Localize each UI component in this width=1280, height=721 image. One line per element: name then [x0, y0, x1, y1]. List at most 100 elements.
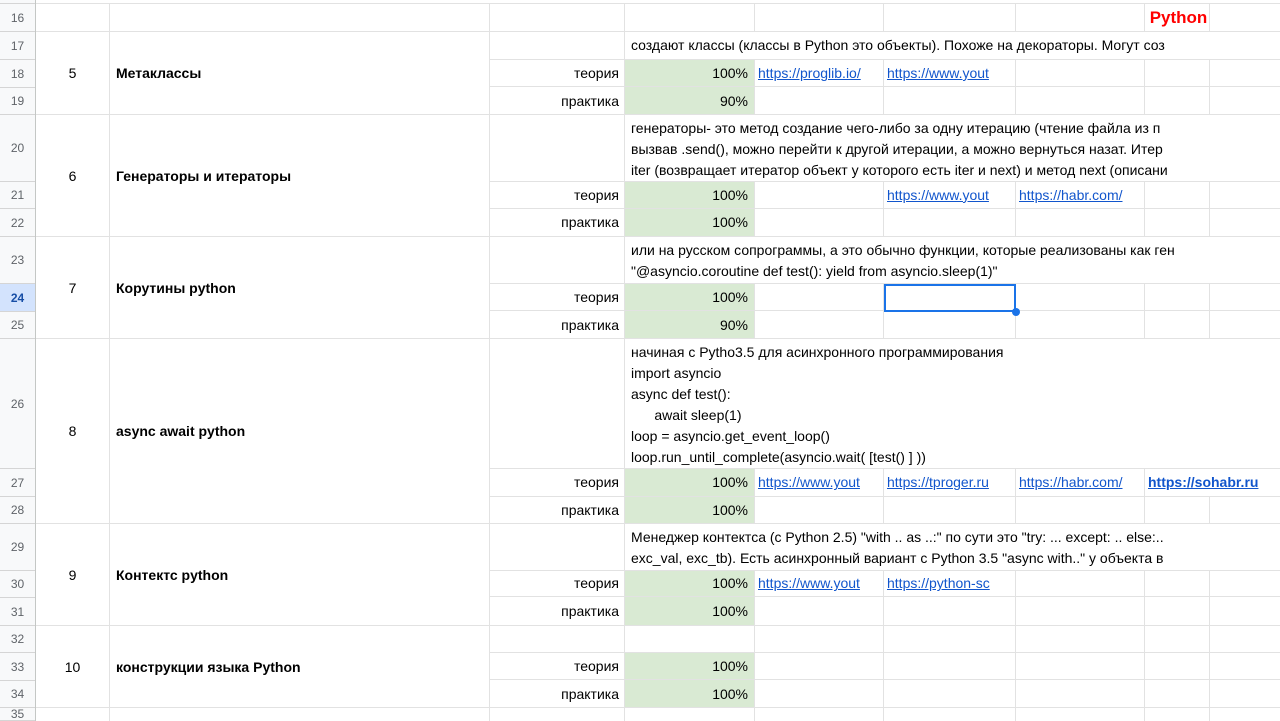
cell-empty[interactable] — [884, 311, 1016, 338]
cell-empty[interactable] — [1145, 652, 1210, 680]
cell-topic-number[interactable]: 8 — [36, 339, 110, 523]
link[interactable]: https://www.yout — [887, 186, 989, 203]
cell-empty[interactable] — [1145, 182, 1210, 208]
row-header[interactable]: 18 — [0, 60, 35, 88]
cell-empty[interactable] — [755, 680, 884, 707]
cell-empty[interactable] — [884, 708, 1016, 721]
cell-empty[interactable] — [1016, 708, 1145, 721]
cell-topic-name[interactable]: Метаклассы — [110, 32, 490, 114]
cell-empty[interactable] — [755, 597, 884, 625]
cell-empty[interactable] — [755, 208, 884, 236]
cell-empty[interactable] — [755, 87, 884, 114]
link[interactable]: https://www.yout — [887, 65, 989, 81]
cell-description[interactable]: Менеджер контектса (с Python 2.5) "with … — [625, 524, 1280, 570]
cell-empty[interactable] — [625, 626, 755, 652]
row-header[interactable]: 22 — [0, 209, 35, 237]
cell-empty[interactable] — [1145, 570, 1210, 597]
link[interactable]: https://www.yout — [758, 474, 860, 491]
cell-description[interactable]: генераторы- это метод создание чего-либо… — [625, 115, 1280, 181]
cell-empty[interactable] — [1210, 497, 1280, 524]
cell-empty[interactable] — [1016, 59, 1145, 87]
cell-empty[interactable] — [1210, 60, 1280, 87]
cell-percent[interactable]: 100% — [625, 652, 755, 680]
cell-empty[interactable] — [1210, 571, 1280, 597]
cell-empty[interactable] — [490, 524, 625, 570]
cell-percent[interactable]: 100% — [625, 208, 755, 236]
cell-percent[interactable]: 100% — [625, 59, 755, 87]
row-header[interactable]: 23 — [0, 237, 35, 284]
cell-link[interactable]: https://tproger.ru — [884, 469, 1016, 496]
cell-empty[interactable] — [755, 182, 884, 208]
cell-empty[interactable] — [1210, 597, 1280, 625]
cell-stage-label[interactable]: теория — [490, 182, 625, 208]
cell-empty[interactable] — [755, 708, 884, 721]
row-header[interactable]: 33 — [0, 653, 35, 681]
cell-topic-number[interactable]: 9 — [36, 524, 110, 625]
cell-empty[interactable] — [1210, 626, 1280, 652]
row-header[interactable]: 31 — [0, 598, 35, 626]
row-header[interactable]: 25 — [0, 312, 35, 339]
link[interactable]: https://proglib.io/ — [758, 65, 861, 81]
cell-empty[interactable] — [884, 652, 1016, 680]
cell-empty[interactable] — [1016, 597, 1145, 625]
cell-empty[interactable] — [1145, 59, 1210, 87]
cell-empty[interactable] — [1145, 208, 1210, 236]
cell-percent[interactable]: 100% — [625, 496, 755, 523]
cell-empty[interactable] — [884, 496, 1016, 523]
cell-empty[interactable] — [884, 597, 1016, 625]
cell-link[interactable]: https://habr.com/ — [1016, 469, 1145, 496]
cell-empty[interactable] — [1016, 680, 1145, 707]
cell-stage-label[interactable]: практика — [490, 496, 625, 523]
cell-empty[interactable] — [490, 237, 625, 283]
cell-empty[interactable] — [755, 652, 884, 680]
cell-empty[interactable] — [755, 496, 884, 523]
cell-link[interactable]: https://www.yout — [884, 182, 1016, 208]
cell-empty[interactable] — [110, 708, 490, 721]
cell-empty[interactable] — [1145, 708, 1210, 721]
cell-empty[interactable] — [1016, 311, 1145, 338]
row-header-partial[interactable] — [0, 0, 35, 4]
cell-link[interactable]: https://python-sc — [884, 570, 1016, 597]
cell-stage-label[interactable]: теория — [490, 570, 625, 597]
cell-empty[interactable] — [884, 680, 1016, 707]
cell-empty[interactable] — [755, 311, 884, 338]
cell-stage-label[interactable]: теория — [490, 59, 625, 87]
link[interactable]: https://habr.com/ — [1019, 474, 1123, 491]
cell-stage-label[interactable]: практика — [490, 680, 625, 707]
cell-stage-label[interactable]: теория — [490, 652, 625, 680]
cell-empty[interactable] — [755, 626, 884, 652]
cell-empty[interactable] — [1016, 496, 1145, 523]
cell-empty[interactable] — [1016, 652, 1145, 680]
row-header[interactable]: 27 — [0, 469, 35, 497]
cell-empty[interactable] — [1016, 626, 1145, 652]
cell-topic-number[interactable]: 10 — [36, 626, 110, 707]
cell-empty[interactable] — [1016, 570, 1145, 597]
cell-empty[interactable] — [110, 4, 490, 31]
cell-percent[interactable]: 100% — [625, 597, 755, 625]
cell-empty[interactable] — [884, 4, 1016, 31]
cell-topic-name[interactable]: Контектс python — [110, 524, 490, 625]
row-header[interactable]: 19 — [0, 88, 35, 115]
cell-link[interactable]: https://www.yout — [884, 59, 1016, 87]
row-header[interactable]: 16 — [0, 4, 35, 32]
cell-empty[interactable] — [1145, 283, 1210, 311]
cell-empty[interactable] — [490, 626, 625, 652]
cell-empty[interactable] — [1210, 209, 1280, 236]
row-header[interactable]: 21 — [0, 182, 35, 209]
cell-topic-name[interactable]: конструкции языка Python — [110, 626, 490, 707]
cell-empty[interactable] — [625, 4, 755, 31]
cell-empty[interactable] — [1145, 311, 1210, 338]
cell-empty[interactable] — [1210, 4, 1280, 31]
cell-stage-label[interactable]: практика — [490, 87, 625, 114]
cell-empty[interactable] — [1210, 653, 1280, 680]
cell-topic-number[interactable]: 7 — [36, 237, 110, 338]
row-header[interactable]: 30 — [0, 571, 35, 598]
cell-empty[interactable] — [1016, 4, 1145, 31]
row-header[interactable]: 28 — [0, 497, 35, 524]
cell-empty[interactable] — [1210, 469, 1280, 496]
cell-topic-name[interactable]: Корутины python — [110, 237, 490, 338]
cell-empty[interactable] — [884, 87, 1016, 114]
cell-link[interactable]: https://habr.com/ — [1016, 182, 1145, 208]
cell-link[interactable]: https://proglib.io/ — [755, 59, 884, 87]
cell-empty[interactable] — [755, 283, 884, 311]
